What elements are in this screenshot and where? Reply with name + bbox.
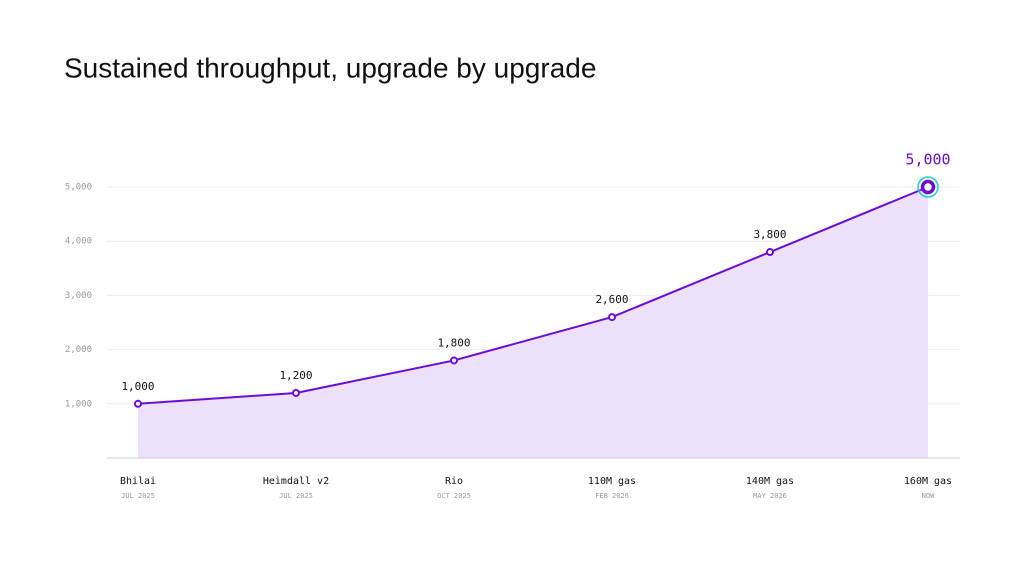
point — [292, 388, 300, 397]
x-tick-label: 140M gas — [746, 476, 794, 487]
y-tick-label: 2,000 — [65, 345, 92, 355]
y-tick-label: 1,000 — [65, 399, 92, 409]
data-label: 1,000 — [121, 380, 154, 393]
x-tick-sublabel: NOW — [922, 492, 935, 500]
x-tick-label: Heimdall v2 — [263, 476, 329, 487]
data-label: 2,600 — [595, 293, 628, 306]
point — [134, 399, 142, 408]
data-label: 1,200 — [279, 369, 312, 382]
x-tick-sublabel: OCT 2025 — [437, 492, 471, 500]
y-tick-label: 5,000 — [65, 183, 92, 193]
data-label: 3,800 — [753, 228, 786, 241]
line — [137, 186, 929, 405]
x-tick-label: 110M gas — [588, 476, 636, 487]
point — [608, 313, 616, 322]
highlight-ring — [917, 176, 939, 198]
x-tick-sublabel: MAY 2026 — [753, 492, 787, 500]
chart-title: Sustained throughput, upgrade by upgrade — [64, 52, 596, 83]
point — [920, 179, 936, 195]
x-tick-label: Rio — [445, 476, 463, 487]
y-tick-label: 3,000 — [65, 291, 92, 301]
area — [138, 187, 928, 458]
data-label: 5,000 — [905, 151, 950, 169]
x-tick-sublabel: JUL 2025 — [121, 492, 155, 500]
x-tick-sublabel: JUL 2025 — [279, 492, 313, 500]
x-tick-label: 160M gas — [904, 476, 952, 487]
data-label: 1,800 — [437, 336, 470, 349]
y-tick-label: 4,000 — [65, 237, 92, 247]
point — [766, 248, 774, 257]
point — [450, 356, 458, 365]
x-tick-label: Bhilai — [120, 476, 156, 487]
x-tick-sublabel: FEB 2026 — [595, 492, 629, 500]
